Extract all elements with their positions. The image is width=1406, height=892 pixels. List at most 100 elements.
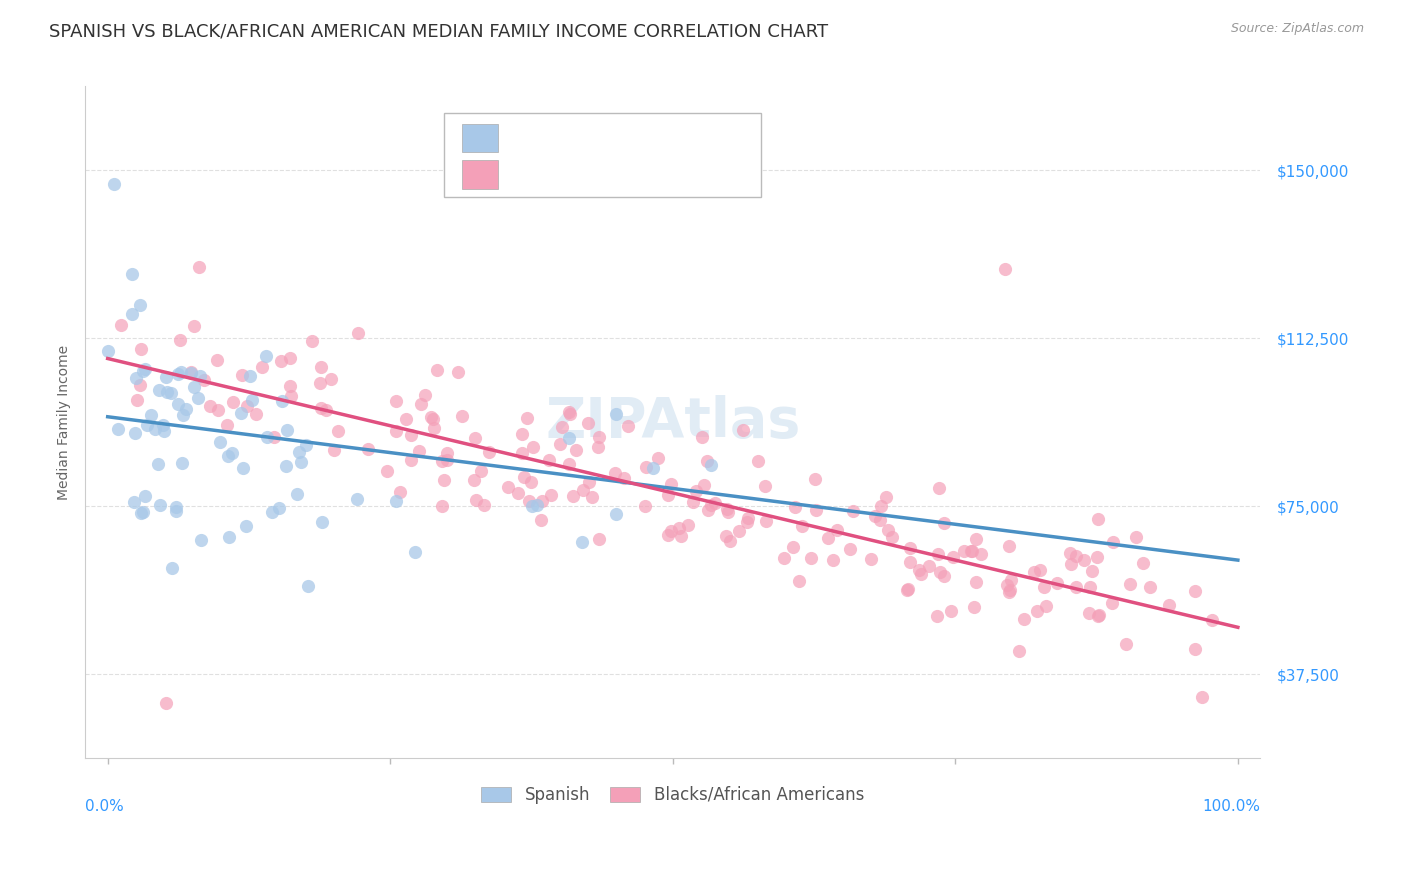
Point bbox=[747, 454, 769, 468]
Point bbox=[1157, 599, 1180, 613]
Point bbox=[1060, 557, 1083, 571]
Point bbox=[262, 505, 284, 519]
Point bbox=[643, 461, 665, 475]
Point bbox=[1000, 574, 1022, 588]
Point bbox=[357, 442, 380, 457]
Point bbox=[562, 489, 585, 503]
Point bbox=[169, 365, 191, 379]
Point bbox=[322, 443, 344, 458]
Point bbox=[519, 493, 541, 508]
Point bbox=[993, 261, 1015, 276]
Point bbox=[433, 473, 456, 487]
Point bbox=[193, 373, 215, 387]
Point bbox=[385, 424, 408, 438]
Point bbox=[395, 411, 418, 425]
Point bbox=[1102, 535, 1125, 549]
Point bbox=[728, 524, 751, 538]
Point bbox=[928, 481, 950, 495]
Point bbox=[842, 504, 865, 518]
Point bbox=[526, 498, 548, 512]
Point bbox=[221, 394, 243, 409]
Point bbox=[557, 405, 579, 419]
Point bbox=[188, 369, 211, 384]
Point bbox=[825, 523, 848, 537]
FancyBboxPatch shape bbox=[463, 161, 498, 189]
Point bbox=[280, 389, 302, 403]
Point bbox=[447, 365, 470, 379]
Point bbox=[941, 604, 963, 618]
Point bbox=[510, 427, 533, 442]
Point bbox=[375, 464, 398, 478]
Point bbox=[869, 513, 891, 527]
Point bbox=[125, 371, 148, 385]
Point bbox=[588, 532, 610, 546]
Point bbox=[1184, 642, 1206, 657]
Point bbox=[863, 508, 886, 523]
Point bbox=[472, 498, 495, 512]
Text: ZIPAtlas: ZIPAtlas bbox=[546, 395, 800, 450]
Point bbox=[165, 503, 187, 517]
Point bbox=[347, 326, 370, 340]
Point bbox=[817, 531, 839, 545]
Point bbox=[270, 353, 292, 368]
Point bbox=[1022, 565, 1045, 579]
Point bbox=[156, 384, 179, 399]
Point bbox=[785, 500, 807, 515]
Point bbox=[659, 476, 682, 491]
Point bbox=[963, 599, 986, 614]
Point bbox=[772, 550, 794, 565]
Point bbox=[160, 385, 183, 400]
Point bbox=[530, 494, 553, 508]
Point bbox=[167, 367, 190, 381]
Point bbox=[1088, 608, 1111, 623]
Point bbox=[548, 436, 571, 450]
Point bbox=[309, 401, 332, 415]
Point bbox=[149, 498, 172, 512]
Point bbox=[1059, 546, 1081, 560]
Text: R = -0.837: R = -0.837 bbox=[510, 165, 624, 184]
Point bbox=[1132, 556, 1154, 570]
Point bbox=[733, 423, 755, 437]
Point bbox=[668, 521, 690, 535]
Point bbox=[326, 424, 349, 438]
Point bbox=[256, 430, 278, 444]
Point bbox=[263, 430, 285, 444]
Point bbox=[754, 478, 776, 492]
Point bbox=[697, 502, 720, 516]
Point bbox=[571, 534, 593, 549]
Y-axis label: Median Family Income: Median Family Income bbox=[58, 345, 72, 500]
Point bbox=[603, 466, 626, 480]
Point bbox=[792, 519, 814, 533]
Point bbox=[616, 419, 638, 434]
Point bbox=[408, 444, 430, 458]
Point bbox=[132, 364, 155, 378]
Point bbox=[276, 459, 298, 474]
Point bbox=[231, 406, 253, 420]
Text: 0.0%: 0.0% bbox=[86, 798, 124, 814]
Point bbox=[782, 541, 804, 555]
Point bbox=[510, 445, 533, 459]
Point bbox=[1201, 613, 1223, 627]
Point bbox=[557, 432, 579, 446]
Point bbox=[704, 496, 727, 510]
Point bbox=[869, 499, 891, 513]
Point bbox=[207, 402, 229, 417]
Point bbox=[995, 578, 1018, 592]
Point bbox=[634, 500, 657, 514]
Point bbox=[124, 425, 146, 440]
Point bbox=[692, 430, 714, 444]
Point bbox=[907, 563, 929, 577]
Text: 72: 72 bbox=[693, 128, 720, 148]
Point bbox=[927, 547, 949, 561]
Point bbox=[717, 505, 740, 519]
Point bbox=[551, 419, 574, 434]
Point bbox=[1191, 690, 1213, 704]
Point bbox=[898, 541, 921, 555]
Point bbox=[537, 453, 560, 467]
Point bbox=[172, 408, 194, 422]
Point bbox=[215, 418, 238, 433]
Point bbox=[389, 484, 412, 499]
Point bbox=[558, 407, 581, 421]
Point bbox=[174, 401, 197, 416]
Point bbox=[613, 470, 636, 484]
